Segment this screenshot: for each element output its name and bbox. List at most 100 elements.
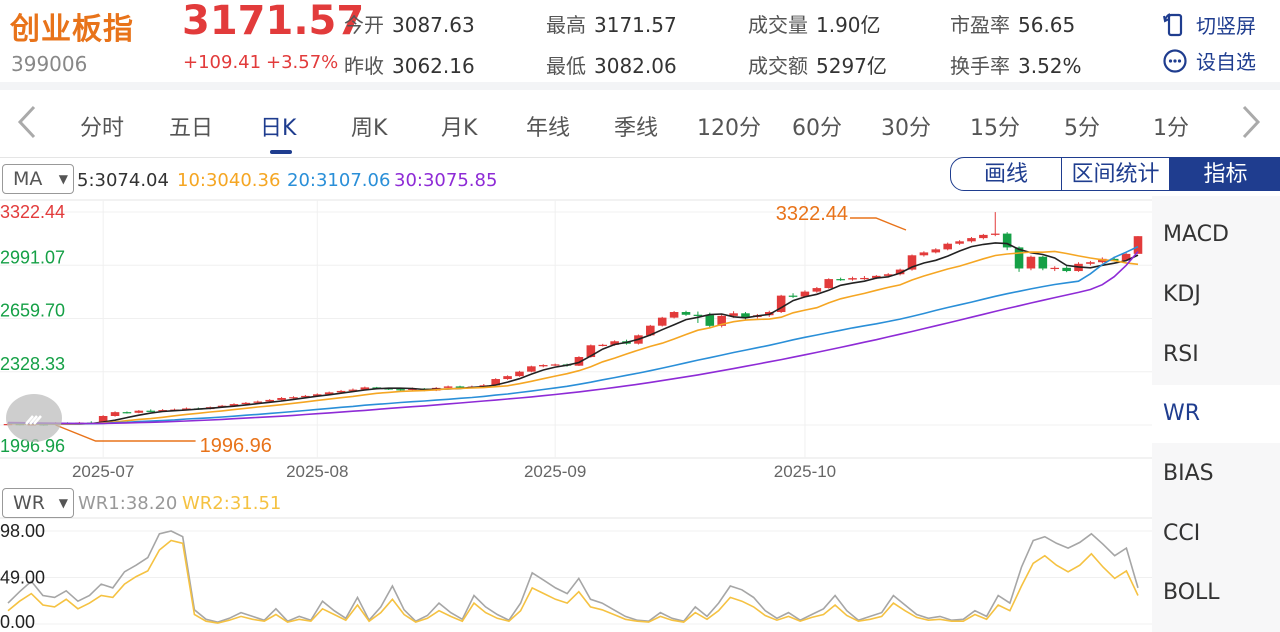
stat-prev-close: 昨收 3062.16 <box>344 50 475 79</box>
price-change: +109.41 <box>183 52 262 73</box>
candle-body <box>229 404 239 406</box>
candle-body <box>1038 256 1048 269</box>
candle-body <box>729 313 738 316</box>
wr-chart-labels: 98.00 49.00 0.00 <box>0 521 45 632</box>
tab-minute[interactable]: 分时 <box>80 116 125 141</box>
tab-quarterly[interactable]: 季线 <box>614 116 659 141</box>
candle-body <box>967 238 976 242</box>
candle-body <box>301 395 310 398</box>
quote-header: 创业板指 399006 3171.57 +109.41 +3.57% 今开 308… <box>0 0 1280 82</box>
candle-body <box>598 344 608 347</box>
expand-handle-icon[interactable] <box>6 394 62 442</box>
tab-daily-k[interactable]: 日K <box>260 116 297 141</box>
candle-body <box>919 252 929 256</box>
more-circle-icon <box>1163 48 1187 73</box>
candle-body <box>610 341 619 345</box>
ma-select-label: MA <box>13 168 43 190</box>
wr1-value: WR1:38.20 <box>78 493 178 514</box>
candle-body <box>646 325 655 336</box>
candle-body <box>943 243 952 250</box>
candle-body <box>503 376 512 380</box>
add-watchlist-label: 设自选 <box>1196 50 1256 74</box>
chart-tools: 画线 区间统计 指标 <box>950 157 1280 191</box>
stat-value: 3171.57 <box>594 13 677 37</box>
candle-body <box>883 274 893 276</box>
last-price: 3171.57 <box>182 0 365 44</box>
caret-down-icon: ▼ <box>58 496 68 510</box>
candle-body <box>455 386 465 388</box>
indicator-cci[interactable]: CCI <box>1163 521 1201 546</box>
stat-open: 今开 3087.63 <box>344 9 475 38</box>
candle-body <box>110 412 120 416</box>
rotate-screen-button[interactable]: 切竖屏 <box>1162 10 1256 39</box>
wr-y-tick-label: 98.00 <box>0 521 45 541</box>
ma5-value: 5:3074.04 <box>77 170 169 191</box>
candle-body <box>657 317 667 326</box>
candle-body <box>824 279 834 289</box>
period-tabs: 分时 五日 日K 周K 月K 年线 季线 120分 60分 30分 15分 5分… <box>0 90 1280 158</box>
tab-5min[interactable]: 5分 <box>1064 116 1100 141</box>
low-annotation-label: 1996.96 <box>200 435 272 457</box>
index-name: 创业板指 <box>10 12 134 47</box>
candle-body <box>979 234 988 239</box>
candle-body <box>1026 256 1036 269</box>
tab-weekly-k[interactable]: 周K <box>351 116 388 141</box>
candle-body <box>895 269 905 275</box>
tab-1min[interactable]: 1分 <box>1153 116 1189 141</box>
high-annotation-leader <box>850 217 907 231</box>
add-watchlist-button[interactable]: 设自选 <box>1162 46 1256 75</box>
ma-indicator-select[interactable]: MA ▼ <box>2 164 74 194</box>
wr1-line <box>7 530 1139 623</box>
stat-value: 3062.16 <box>392 54 475 78</box>
x-tick-label: 2025-09 <box>524 462 586 481</box>
indicator-rsi[interactable]: RSI <box>1163 342 1199 367</box>
stat-value: 3.52% <box>1018 54 1082 78</box>
candle-body <box>134 410 144 413</box>
chevron-left-icon[interactable] <box>14 104 40 140</box>
candle-body <box>348 389 358 391</box>
candle-body <box>491 379 500 386</box>
tab-yearly[interactable]: 年线 <box>526 116 571 141</box>
candle-body <box>443 386 453 388</box>
candle-body <box>860 277 869 280</box>
stat-pe: 市盈率 56.65 <box>950 9 1075 38</box>
price-change-percent: +3.57% <box>266 52 339 73</box>
indicator-bias[interactable]: BIAS <box>1163 461 1214 486</box>
stat-volume: 成交量 1.90亿 <box>748 9 881 38</box>
y-tick-label: 2659.70 <box>0 301 65 321</box>
tab-60min[interactable]: 60分 <box>792 116 842 141</box>
candle-body <box>990 233 1000 235</box>
moving-average-lines <box>7 242 1139 425</box>
indicator-macd[interactable]: MACD <box>1163 222 1229 247</box>
stat-low: 最低 3082.06 <box>546 50 677 79</box>
stat-label: 成交额 <box>748 54 808 78</box>
candle-body <box>515 371 524 377</box>
kline-chart[interactable]: 3322.44 2991.07 2659.70 2328.33 1996.96 2025-… <box>0 0 1152 632</box>
indicator-boll[interactable]: BOLL <box>1163 580 1220 605</box>
ma10-value: 10:3040.36 <box>177 170 281 191</box>
stat-value: 3087.63 <box>392 13 475 37</box>
indicator-kdj[interactable]: KDJ <box>1163 282 1201 307</box>
candle-body <box>836 279 845 281</box>
stat-label: 昨收 <box>344 54 384 78</box>
wr-indicator-select[interactable]: WR ▼ <box>2 488 74 518</box>
tab-30min[interactable]: 30分 <box>881 116 931 141</box>
tab-monthly-k[interactable]: 月K <box>441 116 478 141</box>
draw-line-button[interactable]: 画线 <box>983 162 1028 187</box>
chevron-right-icon[interactable] <box>1238 104 1264 140</box>
high-annotation-label: 3322.44 <box>776 203 848 225</box>
indicator-button[interactable]: 指标 <box>1169 158 1279 190</box>
main-chart-labels: 3322.44 2991.07 2659.70 2328.33 1996.96 2025-… <box>0 202 907 481</box>
candle-body <box>182 408 191 410</box>
indicator-wr[interactable]: WR <box>1152 385 1280 443</box>
y-tick-label: 2991.07 <box>0 247 65 267</box>
candle-body <box>158 410 167 412</box>
wr-lines <box>7 530 1139 624</box>
ma30-line <box>7 251 1139 425</box>
tab-15min[interactable]: 15分 <box>970 116 1020 141</box>
range-stats-button[interactable]: 区间统计 <box>1061 158 1169 190</box>
tab-five-day[interactable]: 五日 <box>169 116 214 141</box>
candle-body <box>122 412 132 414</box>
tab-120min[interactable]: 120分 <box>697 116 761 141</box>
rotate-screen-label: 切竖屏 <box>1196 14 1256 38</box>
